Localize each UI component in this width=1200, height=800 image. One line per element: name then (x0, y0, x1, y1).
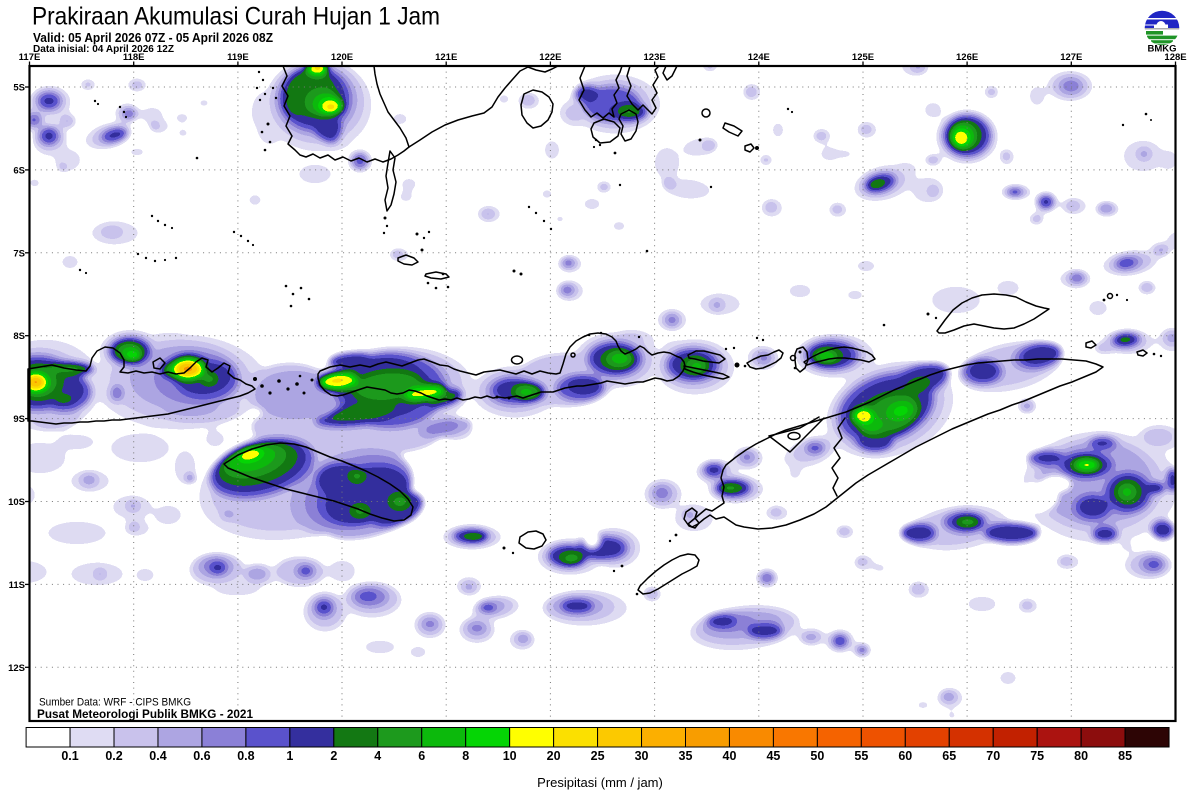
svg-text:85: 85 (1118, 749, 1132, 763)
svg-text:118E: 118E (123, 52, 145, 63)
svg-text:2: 2 (330, 749, 337, 763)
svg-text:127E: 127E (1060, 52, 1082, 63)
svg-text:11S: 11S (9, 580, 25, 591)
svg-text:0.2: 0.2 (105, 749, 122, 763)
svg-text:0.1: 0.1 (61, 749, 78, 763)
svg-text:65: 65 (942, 749, 956, 763)
svg-text:7S: 7S (13, 248, 25, 259)
svg-text:117E: 117E (19, 52, 41, 63)
svg-text:35: 35 (679, 749, 693, 763)
svg-text:BMKG: BMKG (1147, 44, 1176, 55)
svg-text:20: 20 (547, 749, 561, 763)
svg-text:45: 45 (766, 749, 780, 763)
svg-text:70: 70 (986, 749, 1000, 763)
svg-text:Prakiraan Akumulasi Curah Huja: Prakiraan Akumulasi Curah Hujan 1 Jam (32, 3, 440, 31)
svg-text:124E: 124E (748, 52, 770, 63)
svg-text:119E: 119E (227, 52, 249, 63)
svg-text:121E: 121E (435, 52, 457, 63)
svg-text:Data inisial: 04 April 2026 12: Data inisial: 04 April 2026 12Z (33, 43, 175, 55)
svg-text:10: 10 (503, 749, 517, 763)
svg-text:4: 4 (374, 749, 381, 763)
svg-text:30: 30 (635, 749, 649, 763)
svg-text:Sumber Data: WRF - CIPS BMKG: Sumber Data: WRF - CIPS BMKG (39, 697, 191, 709)
svg-text:80: 80 (1074, 749, 1088, 763)
svg-text:6: 6 (418, 749, 425, 763)
svg-text:50: 50 (810, 749, 824, 763)
svg-text:Pusat Meteorologi Publik BMKG: Pusat Meteorologi Publik BMKG - 2021 (37, 707, 253, 721)
svg-text:75: 75 (1030, 749, 1044, 763)
svg-text:123E: 123E (644, 52, 666, 63)
svg-text:0.6: 0.6 (193, 749, 210, 763)
svg-text:40: 40 (723, 749, 737, 763)
svg-text:122E: 122E (539, 52, 561, 63)
svg-text:8: 8 (462, 749, 469, 763)
svg-text:8S: 8S (13, 331, 25, 342)
svg-text:9S: 9S (13, 414, 25, 425)
svg-text:6S: 6S (13, 165, 25, 176)
svg-text:5S: 5S (13, 83, 25, 94)
svg-text:Presipitasi (mm / jam): Presipitasi (mm / jam) (537, 775, 663, 790)
svg-text:12S: 12S (8, 663, 25, 674)
svg-text:0.4: 0.4 (149, 749, 166, 763)
svg-text:55: 55 (854, 749, 868, 763)
svg-text:60: 60 (898, 749, 912, 763)
svg-text:1: 1 (286, 749, 293, 763)
svg-text:128E: 128E (1164, 52, 1186, 63)
svg-text:25: 25 (591, 749, 605, 763)
svg-text:126E: 126E (956, 52, 978, 63)
svg-text:0.8: 0.8 (237, 749, 254, 763)
svg-text:Valid: 05 April 2026 07Z - 05: Valid: 05 April 2026 07Z - 05 April 2026… (33, 30, 273, 45)
svg-text:10S: 10S (8, 497, 25, 508)
svg-text:125E: 125E (852, 52, 874, 63)
svg-text:120E: 120E (331, 52, 353, 63)
